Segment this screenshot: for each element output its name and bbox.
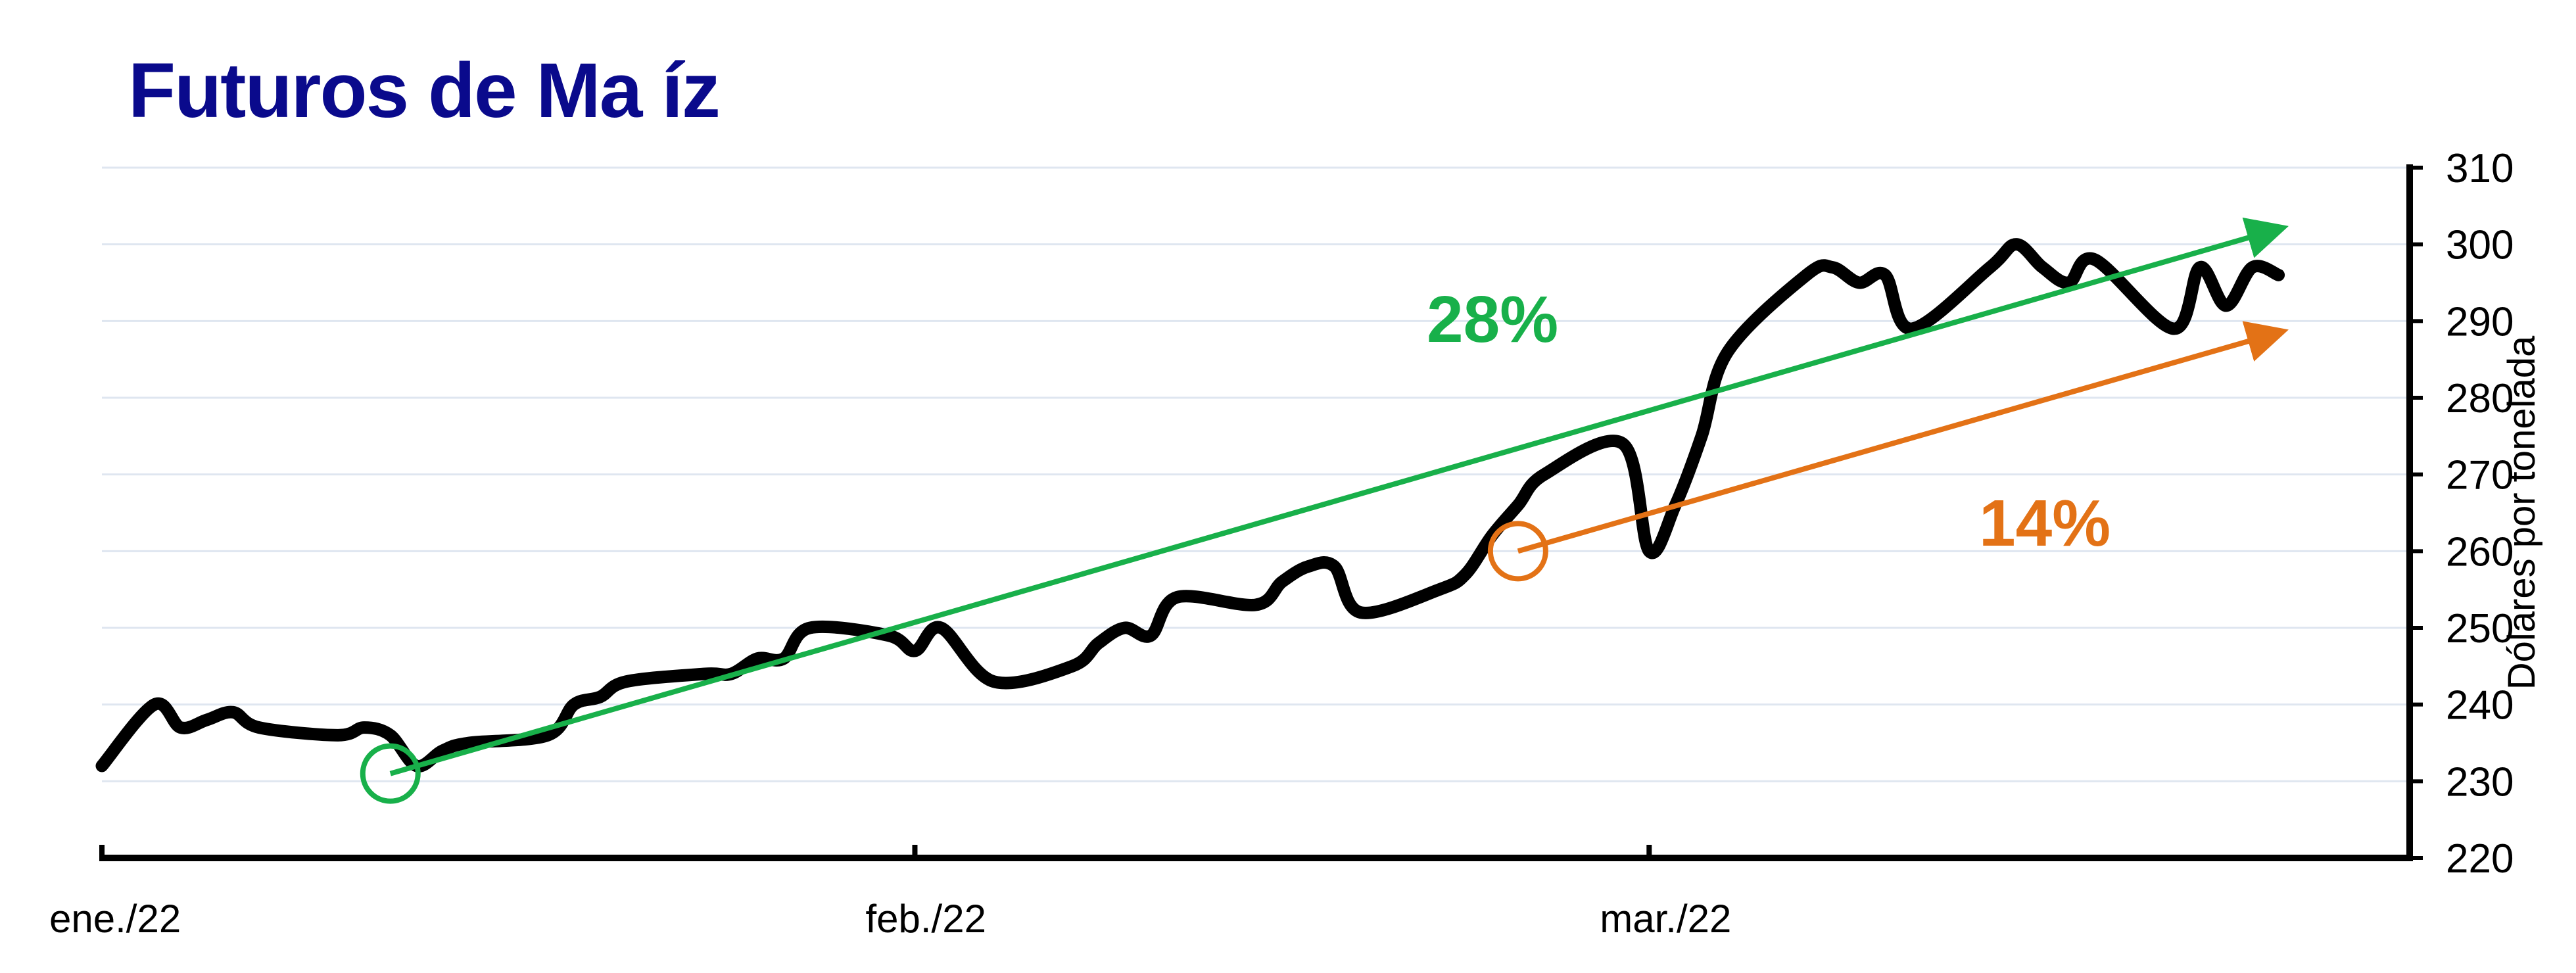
x-tick-label: ene./22 <box>49 897 181 941</box>
y-tick-label: 220 <box>2446 836 2514 882</box>
percent-label: 28% <box>1427 283 1558 356</box>
y-tick-label: 260 <box>2446 529 2514 575</box>
y-tick-label: 290 <box>2446 299 2514 344</box>
y-axis-title: Dólares por tonelada <box>2500 335 2543 690</box>
y-tick-label: 280 <box>2446 376 2514 421</box>
trend-arrow <box>1517 321 2289 554</box>
x-tick-label: mar./22 <box>1600 897 1731 941</box>
highlight-circle <box>360 743 421 804</box>
series-line <box>95 238 2285 772</box>
percent-label: 14% <box>1979 486 2111 560</box>
x-tick-label: feb./22 <box>865 897 986 941</box>
y-tick-label: 240 <box>2446 683 2514 728</box>
y-tick-label: 310 <box>2446 146 2514 191</box>
trend-arrow <box>389 217 2289 776</box>
y-tick-label: 250 <box>2446 606 2514 652</box>
chart-title: Futuros de Ma íz <box>128 47 721 134</box>
y-tick-label: 230 <box>2446 759 2514 805</box>
y-tick-label: 270 <box>2446 453 2514 498</box>
y-tick-label: 300 <box>2446 223 2514 268</box>
highlight-circle <box>1487 521 1548 582</box>
